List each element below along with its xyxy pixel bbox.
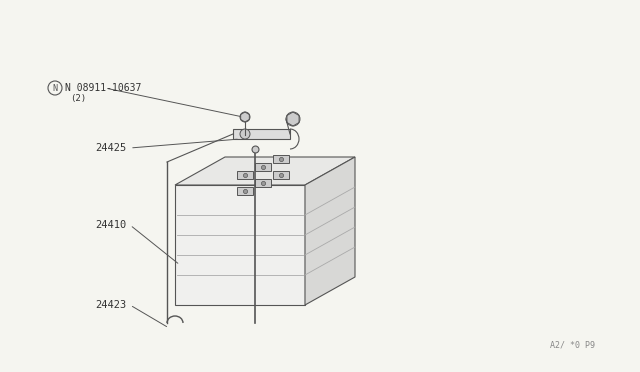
Polygon shape <box>175 157 355 185</box>
Circle shape <box>286 112 300 126</box>
Polygon shape <box>233 129 290 139</box>
Text: 24425: 24425 <box>96 143 127 153</box>
Text: (2): (2) <box>70 93 86 103</box>
Polygon shape <box>255 163 271 171</box>
Circle shape <box>240 129 250 139</box>
Polygon shape <box>255 179 271 187</box>
Text: 24423: 24423 <box>96 300 127 310</box>
Polygon shape <box>175 185 305 305</box>
Polygon shape <box>237 171 253 179</box>
Polygon shape <box>273 171 289 179</box>
Text: N: N <box>52 83 58 93</box>
Circle shape <box>240 112 250 122</box>
Text: 24410: 24410 <box>96 220 127 230</box>
Text: A2/ *0 P9: A2/ *0 P9 <box>550 341 595 350</box>
Polygon shape <box>273 155 289 163</box>
Polygon shape <box>237 187 253 195</box>
Text: N 08911-10637: N 08911-10637 <box>65 83 141 93</box>
Polygon shape <box>305 157 355 305</box>
